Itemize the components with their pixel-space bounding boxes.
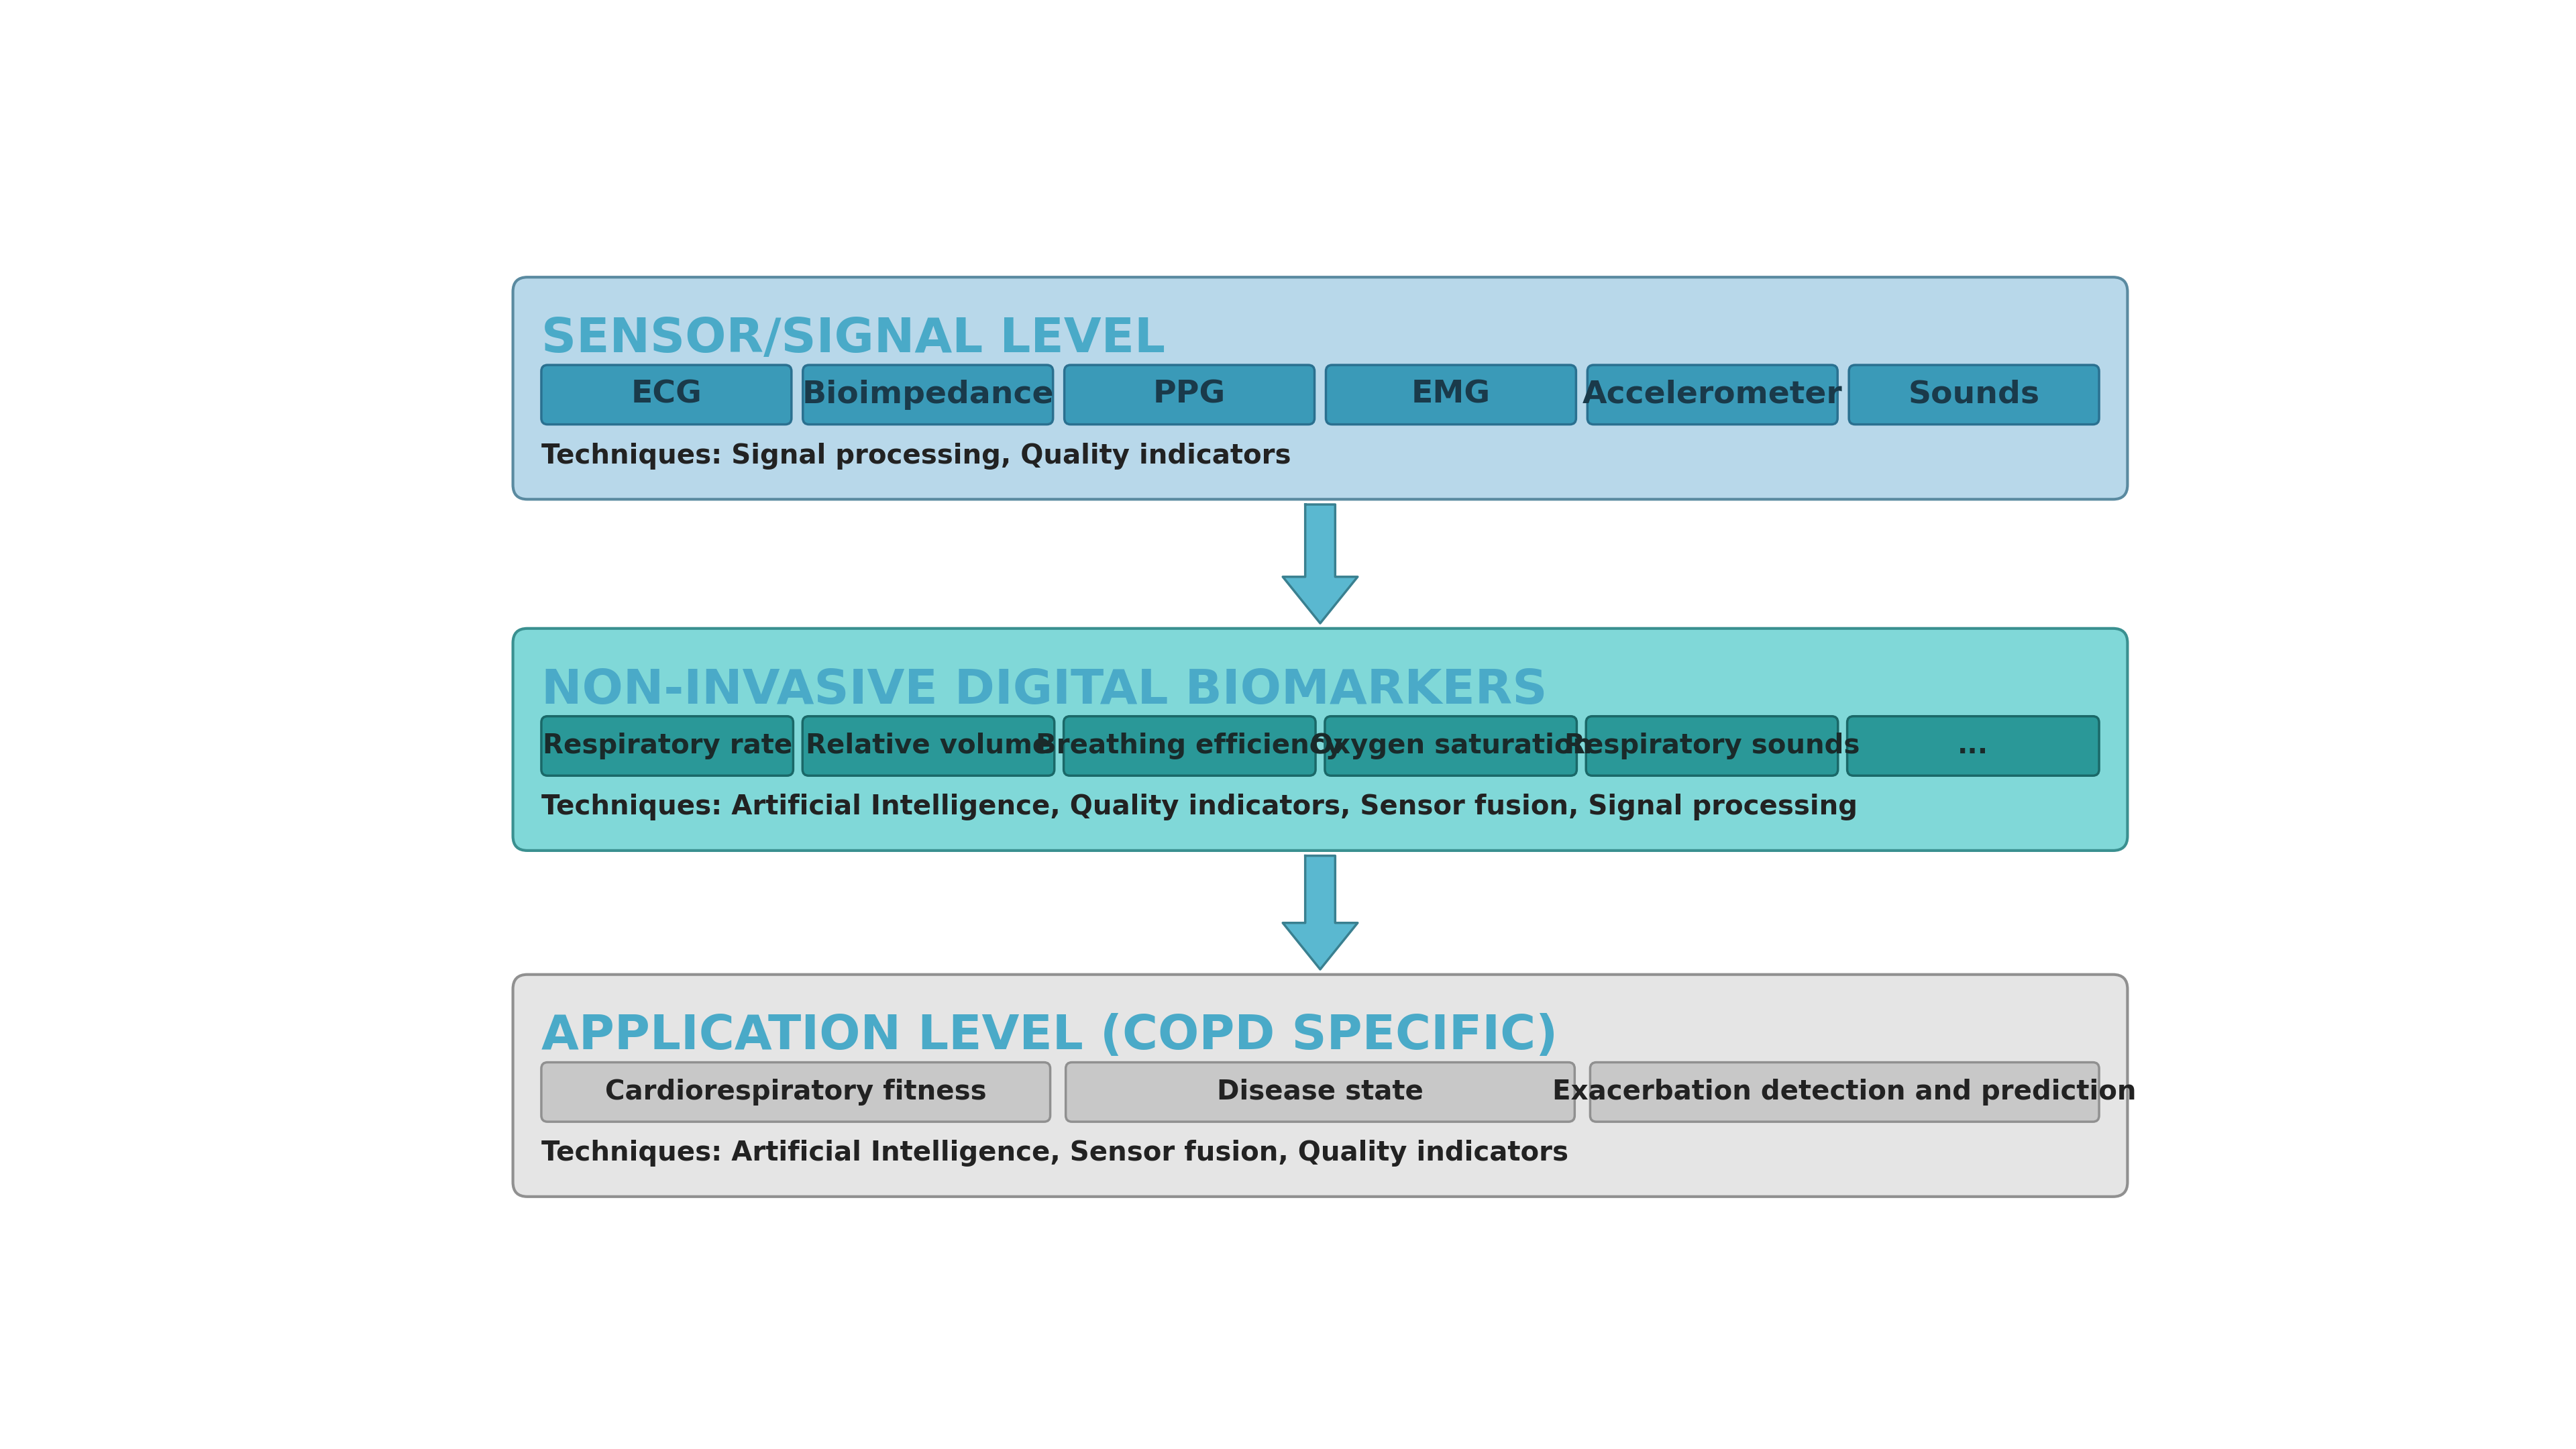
Polygon shape <box>1283 923 1358 969</box>
FancyBboxPatch shape <box>1589 1062 2099 1122</box>
Text: SENSOR/SIGNAL LEVEL: SENSOR/SIGNAL LEVEL <box>541 316 1164 362</box>
Text: Bioimpedance: Bioimpedance <box>801 380 1054 410</box>
FancyBboxPatch shape <box>1847 716 2099 775</box>
Text: ...: ... <box>1958 733 1989 759</box>
FancyBboxPatch shape <box>1587 365 1837 425</box>
FancyBboxPatch shape <box>1064 716 1316 775</box>
FancyBboxPatch shape <box>1850 365 2099 425</box>
Text: Cardiorespiratory fitness: Cardiorespiratory fitness <box>605 1078 987 1106</box>
FancyBboxPatch shape <box>804 365 1054 425</box>
Text: Oxygen saturation: Oxygen saturation <box>1309 733 1592 759</box>
FancyBboxPatch shape <box>513 277 2128 500</box>
FancyBboxPatch shape <box>1327 365 1577 425</box>
FancyBboxPatch shape <box>804 716 1054 775</box>
Text: Disease state: Disease state <box>1216 1078 1425 1106</box>
Text: Techniques: Signal processing, Quality indicators: Techniques: Signal processing, Quality i… <box>541 442 1291 469</box>
Text: APPLICATION LEVEL (COPD SPECIFIC): APPLICATION LEVEL (COPD SPECIFIC) <box>541 1013 1558 1059</box>
Text: Techniques: Artificial Intelligence, Sensor fusion, Quality indicators: Techniques: Artificial Intelligence, Sen… <box>541 1140 1569 1166</box>
Text: Relative volume: Relative volume <box>806 733 1051 759</box>
FancyBboxPatch shape <box>541 716 793 775</box>
FancyBboxPatch shape <box>513 629 2128 851</box>
Text: PPG: PPG <box>1154 380 1226 410</box>
FancyBboxPatch shape <box>1064 365 1314 425</box>
FancyBboxPatch shape <box>1306 856 1334 923</box>
FancyBboxPatch shape <box>541 365 791 425</box>
FancyBboxPatch shape <box>1306 504 1334 577</box>
Text: Sounds: Sounds <box>1909 380 2040 410</box>
Polygon shape <box>1283 577 1358 623</box>
FancyBboxPatch shape <box>1587 716 1837 775</box>
Text: Exacerbation detection and prediction: Exacerbation detection and prediction <box>1553 1078 2136 1106</box>
Text: Breathing efficiency: Breathing efficiency <box>1036 733 1342 759</box>
FancyBboxPatch shape <box>513 975 2128 1197</box>
FancyBboxPatch shape <box>541 1062 1051 1122</box>
Text: ECG: ECG <box>631 380 701 410</box>
Text: Respiratory rate: Respiratory rate <box>544 733 791 759</box>
FancyBboxPatch shape <box>1066 1062 1574 1122</box>
Text: NON-INVASIVE DIGITAL BIOMARKERS: NON-INVASIVE DIGITAL BIOMARKERS <box>541 667 1548 713</box>
Text: EMG: EMG <box>1412 380 1492 410</box>
FancyBboxPatch shape <box>1324 716 1577 775</box>
Text: Respiratory sounds: Respiratory sounds <box>1564 733 1860 759</box>
Text: Accelerometer: Accelerometer <box>1582 380 1842 410</box>
Text: Techniques: Artificial Intelligence, Quality indicators, Sensor fusion, Signal p: Techniques: Artificial Intelligence, Qua… <box>541 794 1857 820</box>
